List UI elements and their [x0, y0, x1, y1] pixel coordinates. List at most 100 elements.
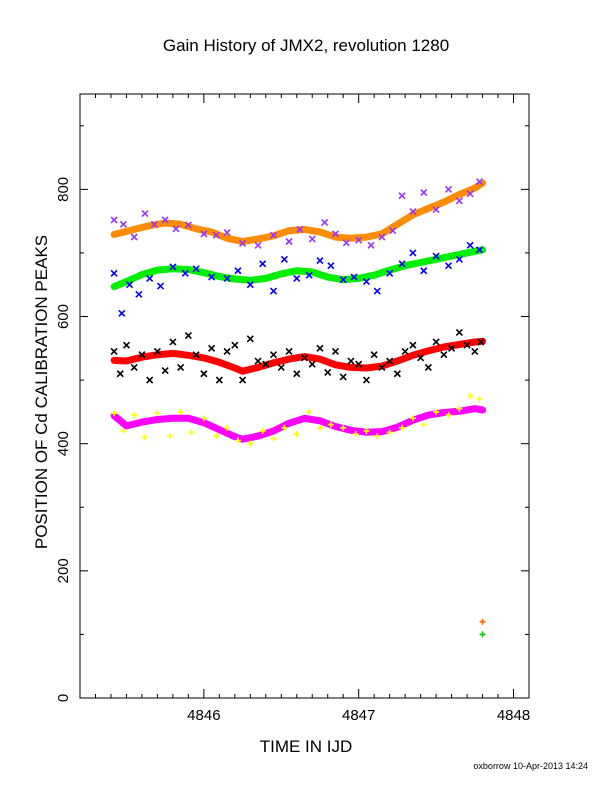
- data-point: [378, 363, 386, 371]
- data-point: [262, 360, 270, 368]
- data-point: [293, 274, 301, 282]
- data-point: [306, 408, 313, 415]
- data-point: [296, 225, 304, 233]
- data-point: [455, 197, 463, 205]
- y-tick-label: 200: [55, 558, 72, 583]
- data-point: [466, 190, 474, 198]
- x-tick-label: 4848: [497, 707, 530, 724]
- data-point: [118, 309, 126, 317]
- data-point: [476, 396, 483, 403]
- series-7: [110, 405, 487, 443]
- series-line: [110, 179, 487, 245]
- data-point: [455, 255, 463, 263]
- data-point: [231, 341, 239, 349]
- data-point: [300, 354, 309, 362]
- data-point: [424, 363, 432, 371]
- data-point: [420, 421, 427, 428]
- data-point: [130, 233, 138, 241]
- data-point: [432, 206, 440, 214]
- series-line: [110, 405, 487, 443]
- data-point: [305, 271, 313, 279]
- data-point: [455, 328, 463, 336]
- data-point: [192, 351, 200, 359]
- y-tick-label: 800: [55, 177, 72, 202]
- plot-frame: [79, 93, 530, 699]
- data-point: [339, 373, 347, 381]
- data-point: [316, 344, 324, 352]
- data-point: [466, 241, 474, 249]
- data-point: [146, 274, 154, 282]
- data-point: [445, 412, 452, 419]
- data-point: [177, 363, 185, 371]
- data-point: [433, 408, 440, 415]
- data-point: [269, 287, 278, 295]
- data-point: [130, 363, 138, 371]
- series-10: [479, 631, 486, 638]
- data-point: [259, 260, 267, 268]
- data-point: [420, 267, 428, 275]
- data-point: [367, 241, 375, 249]
- data-point: [409, 415, 416, 422]
- data-point: [355, 360, 363, 368]
- data-point: [246, 335, 254, 343]
- data-point: [340, 424, 347, 431]
- data-point: [362, 376, 370, 384]
- data-point: [146, 376, 154, 384]
- data-point: [161, 216, 169, 224]
- data-point: [347, 357, 355, 365]
- data-point: [342, 239, 350, 247]
- data-point: [184, 332, 192, 340]
- data-point: [110, 269, 118, 277]
- data-point: [350, 273, 358, 281]
- data-point: [363, 427, 370, 434]
- data-point: [374, 433, 381, 440]
- data-point: [269, 351, 278, 359]
- data-point: [122, 341, 131, 349]
- chart-title: Gain History of JMX2, revolution 1280: [162, 36, 450, 55]
- data-point: [477, 338, 485, 346]
- data-point: [223, 274, 231, 282]
- data-point: [125, 281, 134, 289]
- data-point: [327, 421, 334, 428]
- data-point: [339, 276, 347, 284]
- data-point: [393, 370, 401, 378]
- data-point: [119, 220, 127, 228]
- y-axis-ticks: 0 200 400 600 800: [55, 125, 529, 702]
- data-point: [181, 269, 189, 277]
- data-point: [324, 368, 332, 377]
- data-point: [475, 246, 484, 254]
- data-point: [398, 192, 406, 200]
- series-2: [110, 178, 484, 249]
- data-point: [444, 185, 453, 193]
- data-point: [208, 273, 216, 281]
- data-point: [277, 363, 285, 371]
- data-point: [327, 262, 335, 270]
- data-point: [259, 427, 266, 434]
- data-point: [471, 347, 479, 356]
- data-point: [378, 233, 386, 241]
- data-point: [247, 440, 254, 447]
- data-point: [409, 249, 417, 257]
- series-1: [110, 179, 487, 245]
- x-tick-label: 4846: [187, 707, 220, 724]
- data-point: [321, 218, 329, 226]
- data-point: [141, 209, 149, 218]
- data-point: [479, 618, 486, 625]
- data-point: [223, 229, 231, 237]
- y-tick-label: 0: [55, 694, 72, 702]
- data-point: [200, 370, 208, 378]
- data-point: [479, 631, 486, 638]
- data-point: [135, 290, 143, 298]
- data-point: [355, 236, 363, 244]
- data-point: [156, 282, 165, 290]
- series-8: [111, 393, 483, 447]
- data-point: [362, 277, 370, 286]
- data-point: [138, 351, 146, 359]
- x-axis-label: TIME IN IJD: [259, 737, 353, 756]
- data-point: [475, 178, 484, 186]
- data-point: [373, 287, 381, 295]
- data-point: [246, 281, 254, 289]
- data-point: [463, 341, 471, 349]
- data-point: [386, 429, 393, 436]
